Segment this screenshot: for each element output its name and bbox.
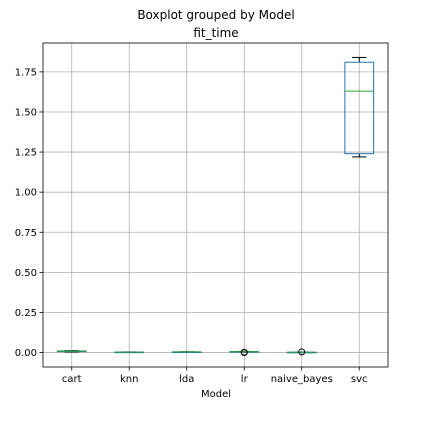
- box-naive_bayes: [286, 348, 317, 356]
- x-tick-label-lr: lr: [241, 374, 249, 385]
- y-tick-label: 1.25: [15, 148, 37, 159]
- box-knn: [114, 351, 145, 354]
- x-tick-label-lda: lda: [179, 374, 194, 385]
- box-cart: [56, 350, 87, 353]
- box-lda: [171, 351, 202, 354]
- plot-frame: [42, 42, 389, 368]
- x-axis-label: Model: [201, 389, 231, 400]
- flier-point: [298, 348, 306, 356]
- y-tick-label: 1.75: [15, 67, 37, 78]
- x-tick-label-naive_bayes: naive_bayes: [271, 374, 333, 385]
- y-tick-label: 1.00: [15, 188, 37, 199]
- flier-point: [240, 348, 248, 356]
- box-plots: [56, 56, 375, 357]
- x-tick-label-knn: knn: [120, 374, 138, 385]
- x-tick-label-svc: svc: [351, 374, 368, 385]
- y-tick-label: 0.25: [15, 308, 37, 319]
- box-svc: [344, 56, 375, 158]
- x-tick-label-cart: cart: [62, 374, 82, 385]
- axes-title: fit_time: [193, 26, 238, 40]
- y-tick-label: 0.50: [15, 268, 37, 279]
- y-tick-label: 0.00: [15, 348, 37, 359]
- grid-lines: [43, 43, 388, 367]
- y-tick-label: 0.75: [15, 228, 37, 239]
- iqr-box: [344, 61, 375, 155]
- axis-ticks: 0.00 0.25 0.50 0.75 1.00 1.25 1.50 1.75 cart knn l…: [15, 67, 368, 385]
- figure-suptitle: Boxplot grouped by Model: [137, 8, 294, 22]
- y-tick-label: 1.50: [15, 107, 37, 118]
- box-lr: [229, 348, 260, 357]
